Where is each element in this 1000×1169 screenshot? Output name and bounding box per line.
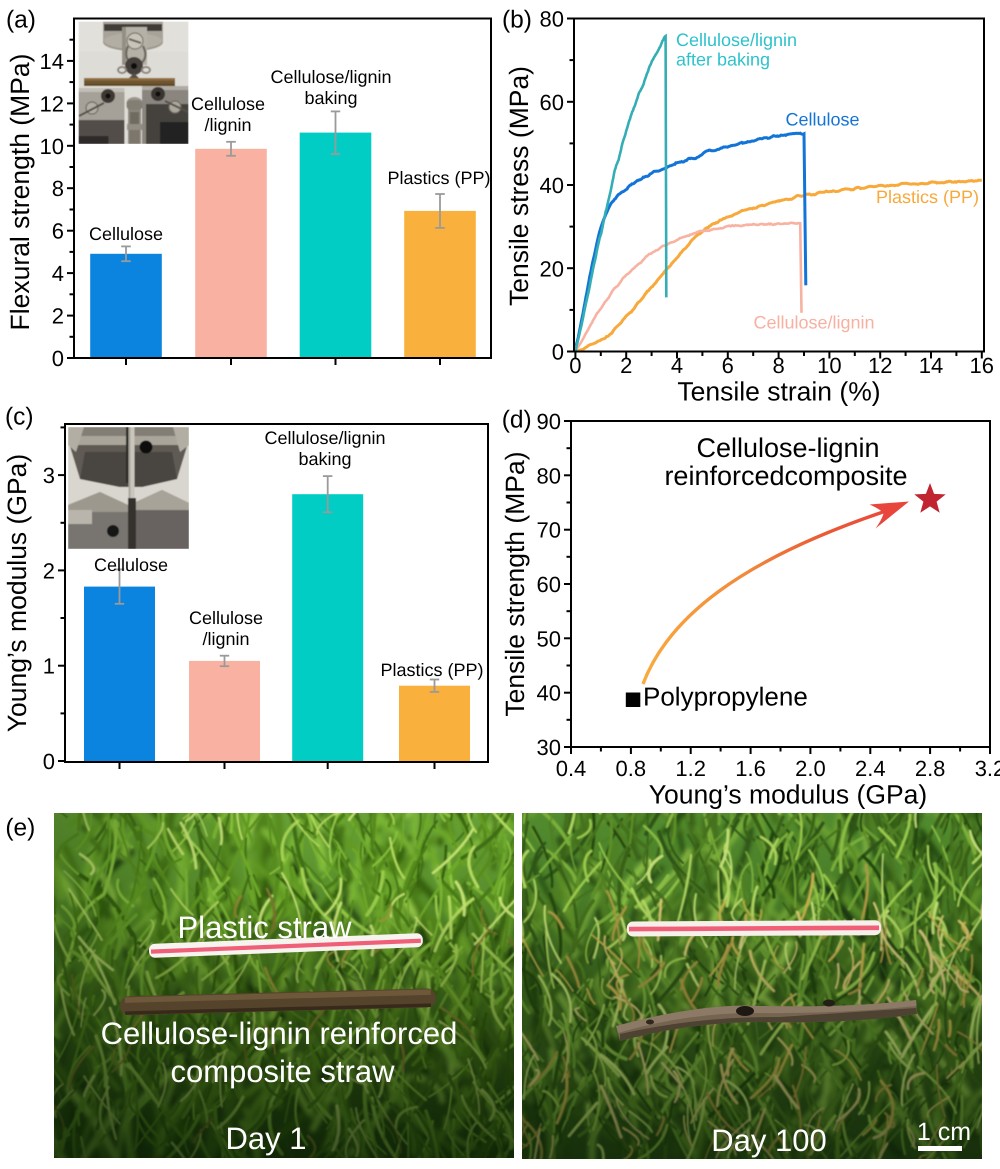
svg-text:12: 12 — [40, 91, 64, 116]
svg-text:1.6: 1.6 — [735, 756, 766, 781]
svg-text:0: 0 — [569, 353, 581, 378]
svg-text:1.2: 1.2 — [675, 756, 706, 781]
svg-text:1 cm: 1 cm — [917, 1118, 971, 1146]
svg-text:composite straw: composite straw — [171, 1054, 396, 1089]
svg-text:Cellulose/lignin: Cellulose/lignin — [264, 428, 385, 448]
svg-text:(b): (b) — [502, 7, 532, 34]
svg-text:baking: baking — [304, 88, 357, 108]
svg-text:10: 10 — [817, 353, 841, 378]
svg-text:Young’s modulus (GPa): Young’s modulus (GPa) — [2, 454, 32, 732]
svg-text:80: 80 — [537, 463, 561, 488]
svg-text:90: 90 — [537, 409, 561, 434]
svg-text:2: 2 — [52, 304, 64, 329]
svg-text:12: 12 — [868, 353, 892, 378]
svg-text:Day 1: Day 1 — [226, 1121, 307, 1156]
svg-text:Cellulose: Cellulose — [191, 94, 265, 114]
svg-text:10: 10 — [40, 134, 64, 159]
svg-text:Flexural strength (MPa): Flexural strength (MPa) — [5, 54, 35, 331]
svg-text:60: 60 — [537, 572, 561, 597]
svg-text:20: 20 — [540, 256, 564, 281]
svg-text:14: 14 — [919, 353, 943, 378]
svg-text:/lignin: /lignin — [202, 629, 249, 649]
svg-text:60: 60 — [540, 90, 564, 115]
svg-text:0: 0 — [552, 340, 564, 365]
svg-text:4: 4 — [671, 353, 683, 378]
svg-text:Plastics (PP): Plastics (PP) — [387, 168, 490, 188]
svg-text:(c): (c) — [5, 404, 34, 431]
svg-text:Plastics (PP): Plastics (PP) — [876, 187, 979, 207]
svg-text:6: 6 — [52, 219, 64, 244]
svg-text:0.8: 0.8 — [616, 756, 647, 781]
svg-text:(d): (d) — [502, 407, 532, 434]
svg-text:Polypropylene: Polypropylene — [643, 682, 808, 712]
svg-text:(a): (a) — [6, 7, 36, 34]
svg-text:after baking: after baking — [676, 50, 770, 70]
svg-text:Plastic straw: Plastic straw — [178, 910, 353, 945]
svg-text:Day 100: Day 100 — [711, 1123, 826, 1158]
svg-text:6: 6 — [722, 353, 734, 378]
svg-text:1: 1 — [43, 654, 55, 679]
svg-text:(e): (e) — [5, 815, 35, 842]
svg-text:Cellulose-lignin: Cellulose-lignin — [696, 433, 879, 463]
svg-text:30: 30 — [537, 735, 561, 760]
svg-text:Cellulose/lignin: Cellulose/lignin — [270, 67, 391, 87]
svg-text:0.4: 0.4 — [556, 756, 587, 781]
svg-text:2.4: 2.4 — [855, 756, 886, 781]
svg-text:70: 70 — [537, 518, 561, 543]
svg-text:2: 2 — [43, 558, 55, 583]
svg-text:2.8: 2.8 — [915, 756, 946, 781]
svg-text:16: 16 — [970, 353, 994, 378]
svg-text:Cellulose: Cellulose — [189, 608, 263, 628]
svg-text:40: 40 — [537, 681, 561, 706]
svg-text:40: 40 — [540, 173, 564, 198]
svg-text:0: 0 — [43, 749, 55, 774]
svg-text:2: 2 — [620, 353, 632, 378]
svg-text:/lignin: /lignin — [204, 115, 251, 135]
svg-text:3: 3 — [43, 463, 55, 488]
svg-text:Cellulose/lignin: Cellulose/lignin — [754, 313, 875, 333]
svg-text:4: 4 — [52, 261, 64, 286]
svg-text:3.2: 3.2 — [975, 756, 1000, 781]
svg-text:2.0: 2.0 — [795, 756, 826, 781]
svg-text:Cellulose: Cellulose — [94, 555, 168, 575]
svg-text:Cellulose/lignin: Cellulose/lignin — [676, 30, 797, 50]
svg-text:8: 8 — [772, 353, 784, 378]
svg-text:Young’s modulus (GPa): Young’s modulus (GPa) — [649, 780, 927, 810]
svg-text:0: 0 — [52, 346, 64, 371]
svg-text:Tensile strength (MPa): Tensile strength (MPa) — [500, 451, 530, 716]
svg-text:80: 80 — [540, 7, 564, 32]
svg-text:Cellulose: Cellulose — [786, 110, 860, 130]
svg-text:14: 14 — [40, 49, 64, 74]
svg-text:50: 50 — [537, 626, 561, 651]
svg-text:baking: baking — [298, 449, 351, 469]
svg-text:8: 8 — [52, 176, 64, 201]
svg-text:Tensile stress (MPa): Tensile stress (MPa) — [504, 66, 534, 306]
svg-text:reinforcedcomposite: reinforcedcomposite — [664, 461, 907, 491]
svg-text:Tensile strain (%): Tensile strain (%) — [677, 377, 880, 407]
svg-text:Cellulose-lignin reinforced: Cellulose-lignin reinforced — [101, 1016, 458, 1051]
svg-text:Cellulose: Cellulose — [89, 224, 163, 244]
svg-text:Plastics (PP): Plastics (PP) — [380, 660, 483, 680]
